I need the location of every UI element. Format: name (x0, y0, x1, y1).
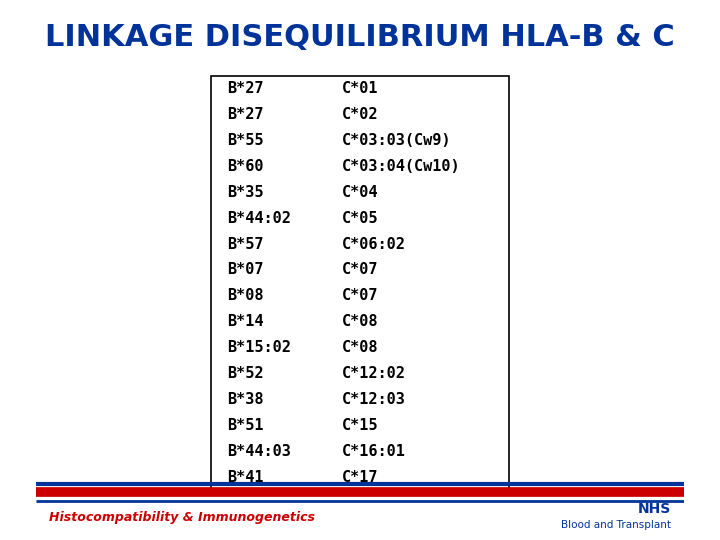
Text: B*57: B*57 (227, 237, 264, 252)
Text: C*04: C*04 (342, 185, 379, 200)
FancyBboxPatch shape (211, 76, 509, 490)
Text: B*44:02: B*44:02 (227, 211, 291, 226)
Text: C*01: C*01 (342, 81, 379, 96)
Text: C*07: C*07 (342, 262, 379, 278)
Text: B*14: B*14 (227, 314, 264, 329)
Text: C*05: C*05 (342, 211, 379, 226)
Text: B*41: B*41 (227, 470, 264, 485)
Text: C*17: C*17 (342, 470, 379, 485)
Text: NHS: NHS (638, 502, 671, 516)
Text: Histocompatibility & Immunogenetics: Histocompatibility & Immunogenetics (49, 511, 315, 524)
Text: C*12:02: C*12:02 (342, 366, 406, 381)
Text: C*02: C*02 (342, 107, 379, 122)
Text: B*60: B*60 (227, 159, 264, 174)
Text: C*12:03: C*12:03 (342, 392, 406, 407)
Text: B*55: B*55 (227, 133, 264, 148)
Text: B*27: B*27 (227, 107, 264, 122)
Text: C*06:02: C*06:02 (342, 237, 406, 252)
Text: B*44:03: B*44:03 (227, 444, 291, 459)
Text: B*15:02: B*15:02 (227, 340, 291, 355)
Text: Blood and Transplant: Blood and Transplant (561, 520, 671, 530)
Text: B*35: B*35 (227, 185, 264, 200)
Text: C*07: C*07 (342, 288, 379, 303)
Text: C*08: C*08 (342, 340, 379, 355)
Text: B*07: B*07 (227, 262, 264, 278)
Text: B*51: B*51 (227, 418, 264, 433)
Text: C*16:01: C*16:01 (342, 444, 406, 459)
Text: B*27: B*27 (227, 81, 264, 96)
Text: C*03:04(Cw10): C*03:04(Cw10) (342, 159, 461, 174)
Text: B*08: B*08 (227, 288, 264, 303)
Text: LINKAGE DISEQUILIBRIUM HLA-B & C: LINKAGE DISEQUILIBRIUM HLA-B & C (45, 23, 675, 52)
Text: C*08: C*08 (342, 314, 379, 329)
Text: B*38: B*38 (227, 392, 264, 407)
Text: B*52: B*52 (227, 366, 264, 381)
Text: C*15: C*15 (342, 418, 379, 433)
Text: C*03:03(Cw9): C*03:03(Cw9) (342, 133, 451, 148)
